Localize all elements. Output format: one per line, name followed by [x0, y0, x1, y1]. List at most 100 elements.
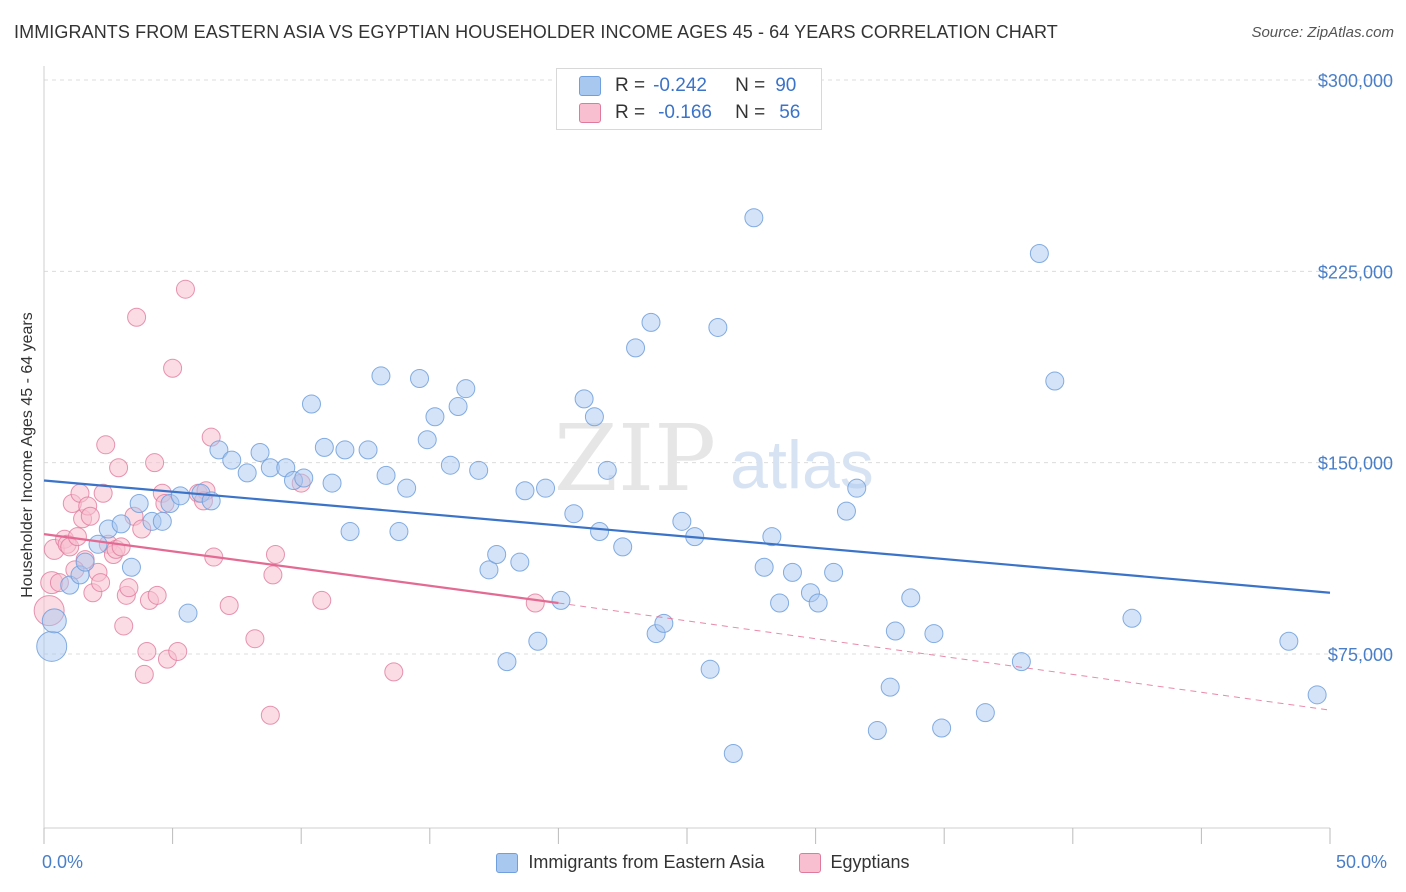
- trend-lines: [43, 479, 1331, 711]
- data-point-immigrants: [744, 208, 764, 228]
- legend-label: Immigrants from Eastern Asia: [528, 852, 765, 872]
- trend-line-egyptians-extension: [558, 602, 1331, 711]
- data-point-immigrants: [410, 368, 430, 388]
- data-point-immigrants: [448, 397, 468, 417]
- data-point-immigrants: [209, 440, 229, 460]
- data-point-immigrants: [1279, 631, 1299, 651]
- stats-swatch-blue: [579, 76, 601, 96]
- data-point-immigrants: [885, 621, 905, 641]
- data-point-immigrants: [36, 630, 68, 662]
- data-point-immigrants: [479, 560, 499, 580]
- gridlines: [44, 79, 1392, 655]
- data-point-immigrants: [924, 624, 944, 644]
- data-point-immigrants: [335, 440, 355, 460]
- data-point-immigrants: [417, 430, 437, 450]
- data-point-immigrants: [700, 659, 720, 679]
- series-immigrants-eastern-asia: [36, 208, 1327, 763]
- data-point-immigrants: [836, 501, 856, 521]
- data-point-immigrants: [584, 407, 604, 427]
- data-point-immigrants: [847, 478, 867, 498]
- data-point-immigrants: [782, 562, 802, 582]
- trend-line-egyptians: [43, 533, 559, 605]
- y-tick-labels: $75,000 $150,000 $225,000 $300,000: [1318, 71, 1393, 665]
- data-point-immigrants: [178, 603, 198, 623]
- legend-item-egyptians[interactable]: Egyptians: [798, 852, 910, 873]
- stats-n-label: N =: [735, 75, 766, 96]
- data-point-immigrants: [170, 486, 190, 506]
- y-tick-label: $300,000: [1318, 71, 1393, 91]
- data-point-immigrants: [376, 465, 396, 485]
- data-point-immigrants: [528, 631, 548, 651]
- trend-line-immigrants: [43, 479, 1331, 594]
- data-point-egyptians: [384, 662, 404, 682]
- legend-label: Egyptians: [830, 852, 910, 872]
- data-point-immigrants: [425, 407, 445, 427]
- data-point-immigrants: [1122, 608, 1142, 628]
- data-point-immigrants: [654, 613, 674, 633]
- data-point-immigrants: [1029, 243, 1049, 263]
- data-point-egyptians: [114, 616, 134, 636]
- data-point-immigrants: [497, 652, 517, 672]
- data-point-immigrants: [1045, 371, 1065, 391]
- data-point-immigrants: [322, 473, 342, 493]
- stats-row-blue: R = -0.242 N = 90: [579, 73, 796, 99]
- data-point-immigrants: [808, 593, 828, 613]
- data-point-immigrants: [626, 338, 646, 358]
- y-tick-label: $150,000: [1318, 454, 1393, 474]
- data-point-immigrants: [440, 455, 460, 475]
- axes: [43, 66, 1331, 844]
- data-point-immigrants: [1307, 685, 1327, 705]
- data-point-egyptians: [260, 705, 280, 725]
- data-point-egyptians: [93, 483, 113, 503]
- data-point-egyptians: [219, 596, 239, 616]
- data-point-egyptians: [127, 307, 147, 327]
- data-point-immigrants: [551, 590, 571, 610]
- y-tick-label: $225,000: [1318, 262, 1393, 282]
- data-point-immigrants: [590, 522, 610, 542]
- data-point-immigrants: [901, 588, 921, 608]
- data-point-egyptians: [263, 565, 283, 585]
- data-point-immigrants: [723, 743, 743, 763]
- data-point-immigrants: [340, 522, 360, 542]
- data-point-egyptians: [163, 358, 183, 378]
- data-point-immigrants: [152, 511, 172, 531]
- data-point-immigrants: [41, 608, 67, 634]
- data-point-immigrants: [487, 545, 507, 565]
- data-point-immigrants: [510, 552, 530, 572]
- data-point-egyptians: [137, 641, 157, 661]
- data-point-egyptians: [312, 590, 332, 610]
- data-point-immigrants: [867, 721, 887, 741]
- data-point-egyptians: [245, 629, 265, 649]
- x-tick-min: 0.0%: [42, 852, 84, 872]
- data-point-immigrants: [397, 478, 417, 498]
- data-point-immigrants: [824, 562, 844, 582]
- data-point-immigrants: [389, 522, 409, 542]
- data-point-immigrants: [129, 493, 149, 513]
- data-point-immigrants: [301, 394, 321, 414]
- data-point-immigrants: [574, 389, 594, 409]
- data-point-egyptians: [80, 506, 100, 526]
- legend-item-immigrants[interactable]: Immigrants from Eastern Asia: [496, 852, 765, 873]
- stats-r-label: R =: [615, 75, 646, 96]
- data-point-egyptians: [91, 573, 111, 593]
- data-point-egyptians: [109, 458, 129, 478]
- series-egyptians: [33, 279, 545, 725]
- data-point-immigrants: [111, 514, 131, 534]
- stats-swatch-pink: [579, 103, 601, 123]
- legend-swatch-blue: [496, 852, 519, 873]
- stats-n-label: N =: [735, 102, 766, 123]
- data-point-immigrants: [672, 511, 692, 531]
- data-point-egyptians: [134, 664, 154, 684]
- data-point-egyptians: [525, 593, 545, 613]
- source-label: Source: ZipAtlas.com: [1251, 24, 1394, 41]
- data-point-immigrants: [613, 537, 633, 557]
- legend-swatch-pink: [798, 852, 821, 873]
- data-point-immigrants: [456, 379, 476, 399]
- stats-n-value: 56: [779, 102, 801, 123]
- stats-r-value: -0.166: [658, 102, 712, 123]
- data-point-egyptians: [265, 545, 285, 565]
- stats-r-value: -0.242: [653, 75, 707, 96]
- data-point-immigrants: [708, 317, 728, 337]
- data-point-immigrants: [75, 552, 95, 572]
